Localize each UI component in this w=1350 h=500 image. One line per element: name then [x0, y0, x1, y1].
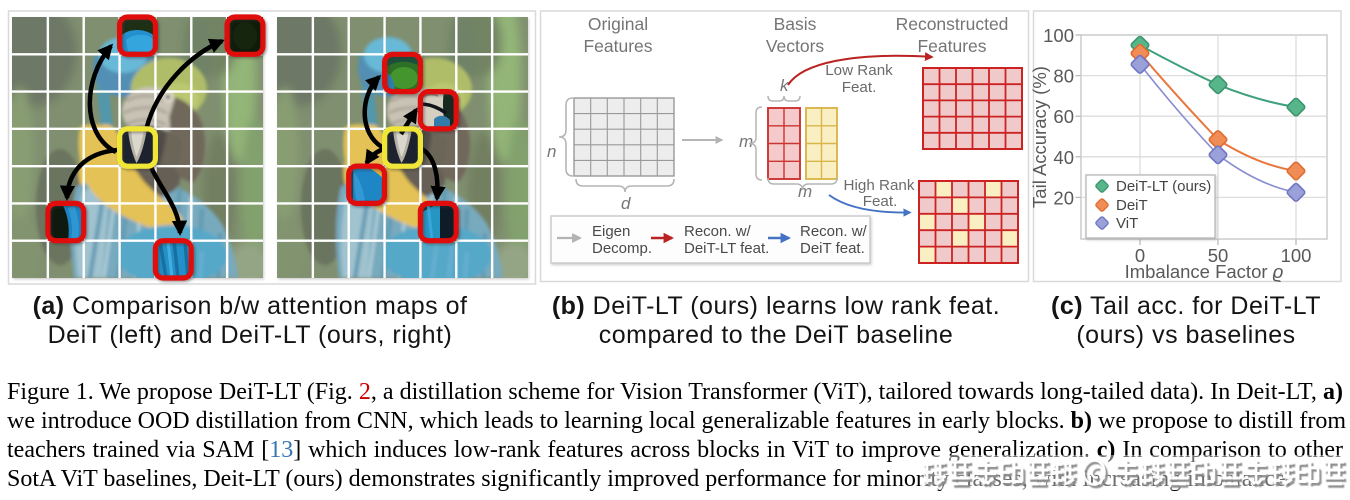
svg-text:High Rank: High Rank [844, 177, 915, 194]
svg-text:Basis: Basis [774, 14, 817, 34]
svg-text:Recon. w/: Recon. w/ [800, 223, 868, 240]
svg-text:20: 20 [1053, 187, 1074, 208]
svg-text:Features: Features [583, 36, 652, 56]
svg-text:k: k [780, 76, 790, 95]
svg-text:Reconstructed: Reconstructed [896, 14, 1009, 34]
svg-text:DeiT-LT feat.: DeiT-LT feat. [684, 240, 769, 257]
svg-text:Eigen: Eigen [592, 223, 630, 240]
svg-text:ViT: ViT [1116, 215, 1138, 232]
svg-text:Feat.: Feat. [863, 193, 898, 210]
svg-text:Feat.: Feat. [842, 79, 877, 96]
svg-text:DeiT feat.: DeiT feat. [800, 240, 865, 257]
svg-text:Vectors: Vectors [766, 36, 825, 56]
svg-text:Recon. w/: Recon. w/ [684, 223, 752, 240]
svg-text:100: 100 [1043, 25, 1074, 46]
svg-text:Decomp.: Decomp. [592, 240, 652, 257]
svg-text:0: 0 [1135, 245, 1145, 266]
svg-text:50: 50 [1208, 245, 1229, 266]
svg-text:Imbalance Factor ϱ: Imbalance Factor ϱ [1125, 261, 1284, 282]
svg-text:40: 40 [1053, 147, 1074, 168]
svg-text:DeiT-LT (ours): DeiT-LT (ours) [1116, 178, 1211, 195]
svg-text:d: d [621, 194, 631, 213]
svg-text:Low Rank: Low Rank [825, 62, 893, 79]
svg-text:m: m [739, 132, 753, 151]
svg-text:Tail Accuracy (%): Tail Accuracy (%) [1029, 66, 1050, 208]
svg-text:100: 100 [1281, 245, 1312, 266]
svg-text:Original: Original [588, 14, 648, 34]
svg-text:60: 60 [1053, 106, 1074, 127]
svg-text:80: 80 [1053, 66, 1074, 87]
svg-text:DeiT: DeiT [1116, 197, 1148, 214]
svg-text:Features: Features [917, 36, 986, 56]
svg-text:n: n [547, 142, 556, 161]
